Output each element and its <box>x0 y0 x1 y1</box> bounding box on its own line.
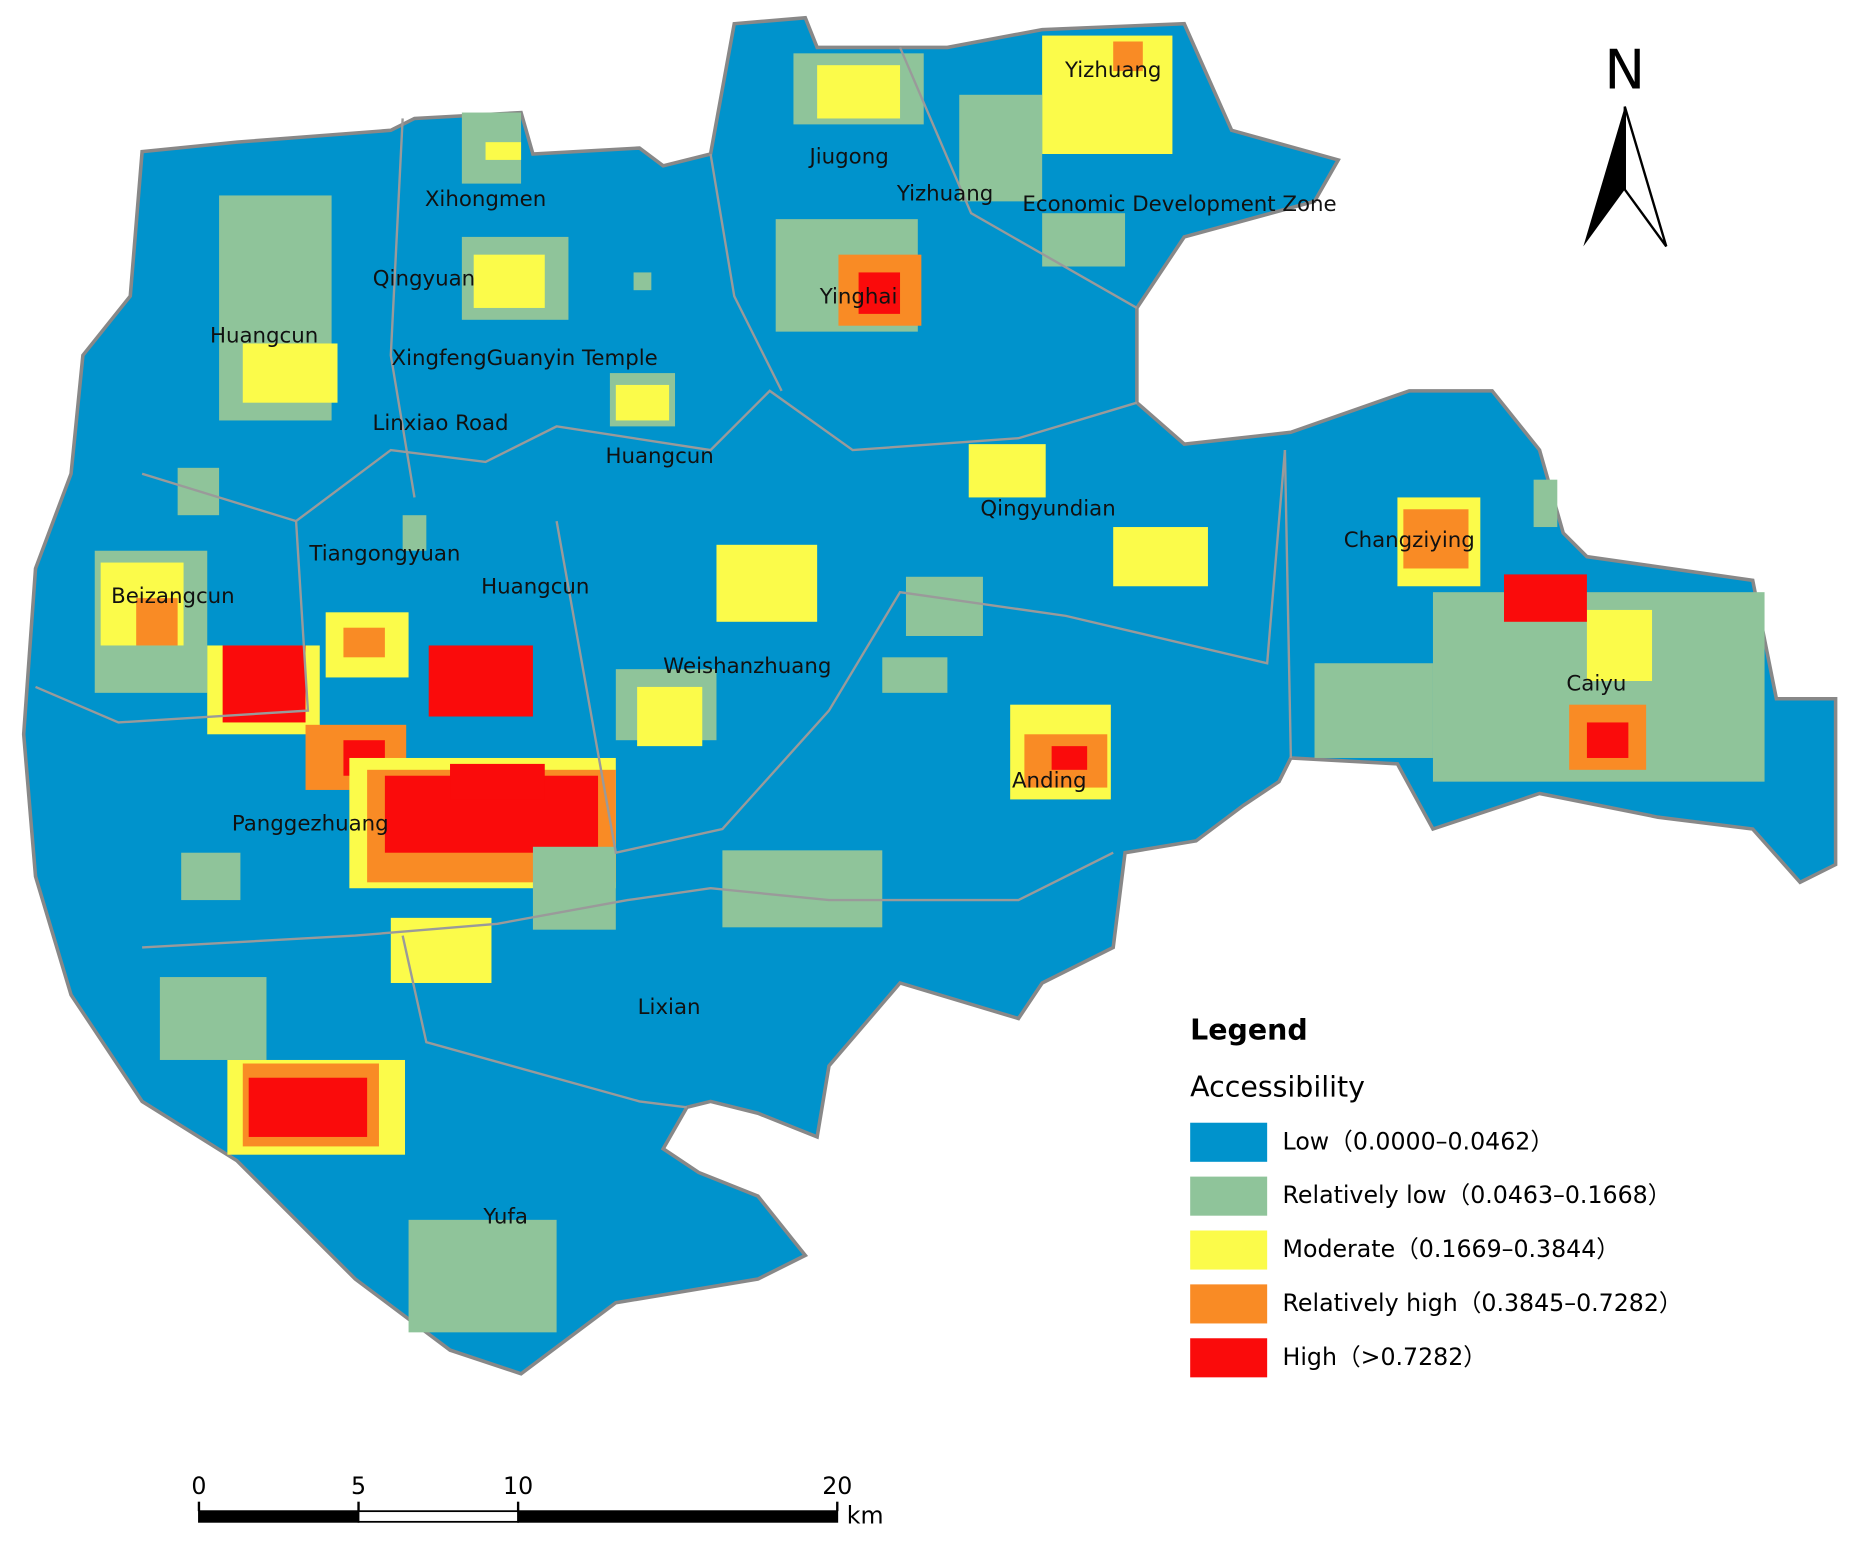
accessibility-cell <box>633 272 652 291</box>
accessibility-cell <box>485 142 522 160</box>
place-label: Caiyu <box>1566 672 1626 697</box>
accessibility-cell <box>408 1219 557 1333</box>
accessibility-cell <box>1051 746 1088 770</box>
accessibility-cell <box>1403 509 1469 569</box>
legend-swatch <box>1190 1338 1268 1378</box>
accessibility-cells <box>94 35 1765 1333</box>
legend-swatch <box>1190 1230 1268 1270</box>
place-label: Huangcun <box>210 323 318 348</box>
boundary <box>555 449 1287 855</box>
scale-label: 5 <box>351 1472 366 1500</box>
accessibility-cell <box>1586 609 1653 681</box>
accessibility-cell <box>428 645 533 717</box>
accessibility-cell <box>1113 527 1208 587</box>
accessibility-cell <box>242 343 338 403</box>
legend-subtitle: Accessibility <box>1190 1070 1365 1103</box>
accessibility-cell <box>615 384 670 421</box>
legend-label: High（>0.7282） <box>1283 1343 1487 1371</box>
legend-label: Relatively high（0.3845–0.7282） <box>1283 1289 1683 1317</box>
place-label: Beizangcun <box>111 584 235 609</box>
place-label: Yufa <box>482 1204 528 1229</box>
accessibility-cell <box>343 627 385 658</box>
accessibility-cell <box>1042 35 1173 154</box>
legend-swatch <box>1190 1284 1268 1324</box>
accessibility-cell <box>1113 41 1143 72</box>
accessibility-cell <box>637 686 703 747</box>
place-label: Huangcun <box>605 444 713 469</box>
legend-label: Relatively low（0.0463–0.1668） <box>1283 1181 1672 1209</box>
accessibility-cell <box>722 850 883 928</box>
accessibility-cell <box>450 763 545 800</box>
scale-segment <box>357 1510 520 1523</box>
legend-title: Legend <box>1190 1014 1308 1047</box>
boundary <box>142 851 1114 949</box>
boundary <box>401 935 688 1109</box>
scale-segment <box>198 1510 360 1523</box>
north-arrow-right <box>1623 106 1668 248</box>
north-label: N <box>1604 38 1645 102</box>
boundary <box>898 46 1138 309</box>
place-label: XingfengGuanyin Temple <box>391 346 657 371</box>
accessibility-cell <box>968 444 1046 498</box>
place-label: Changziying <box>1344 528 1475 553</box>
place-label: Lixian <box>638 995 701 1020</box>
scale-segment <box>517 1510 839 1523</box>
accessibility-cell <box>222 645 306 723</box>
accessibility-cell <box>905 576 983 636</box>
place-label: Yizhuang <box>1064 58 1161 83</box>
accessibility-cell <box>1533 479 1558 528</box>
place-label: Jiugong <box>807 145 888 170</box>
place-label: Anding <box>1012 769 1087 794</box>
place-label: Linxiao Road <box>372 411 508 436</box>
accessibility-cell <box>532 846 616 930</box>
scale-label: 20 <box>822 1472 852 1500</box>
place-label: Economic Development Zone <box>1022 192 1336 217</box>
boundary <box>1283 450 1293 758</box>
legend: Low（0.0000–0.0462） Relatively low（0.0463–… <box>1190 1122 1683 1378</box>
accessibility-cell <box>473 254 545 308</box>
north-arrow-left <box>1583 106 1625 247</box>
place-label: Xihongmen <box>425 187 546 212</box>
accessibility-cell <box>248 1077 368 1137</box>
accessibility-cell <box>1586 722 1629 758</box>
boundary <box>35 521 310 724</box>
scale-label: 0 <box>191 1472 206 1500</box>
boundary <box>141 389 1138 523</box>
accessibility-cell <box>402 515 427 551</box>
accessibility-cell <box>817 65 901 119</box>
accessibility-cell <box>181 852 241 901</box>
accessibility-cell <box>1042 213 1126 267</box>
place-label: Yinghai <box>819 284 898 309</box>
accessibility-cell <box>882 657 948 693</box>
legend-label: Moderate（0.1669–0.3844） <box>1283 1235 1620 1263</box>
place-labels: Yizhuang Jiugong Yizhuang Economic Developm… <box>111 58 1626 1229</box>
place-label: Qingyundian <box>980 496 1115 521</box>
legend-swatch <box>1190 1176 1268 1216</box>
accessibility-cell <box>1314 663 1433 758</box>
legend-swatch <box>1190 1122 1268 1162</box>
region-outline <box>21 15 1838 1376</box>
accessibility-cell <box>716 544 818 622</box>
place-label: Huangcun <box>481 574 589 599</box>
accessibility-cell <box>858 272 901 314</box>
place-label: Qingyuan <box>373 267 475 292</box>
legend-label: Low（0.0000–0.0462） <box>1283 1127 1554 1155</box>
accessibility-cell <box>159 977 267 1060</box>
boundary <box>709 153 783 392</box>
accessibility-cell <box>1504 574 1587 622</box>
place-label: Tiangongyuan <box>308 541 460 566</box>
scale-unit: km <box>847 1502 884 1530</box>
accessibility-cell <box>136 598 178 646</box>
scale-label: 10 <box>503 1472 533 1500</box>
map-base <box>21 15 1838 1376</box>
accessibility-cell <box>959 94 1043 202</box>
place-label: Weishanzhuang <box>663 654 831 679</box>
district-boundaries <box>35 46 1293 1109</box>
place-label: Yizhuang <box>896 181 993 206</box>
place-label: Panggezhuang <box>232 811 389 836</box>
boundary <box>389 118 416 498</box>
